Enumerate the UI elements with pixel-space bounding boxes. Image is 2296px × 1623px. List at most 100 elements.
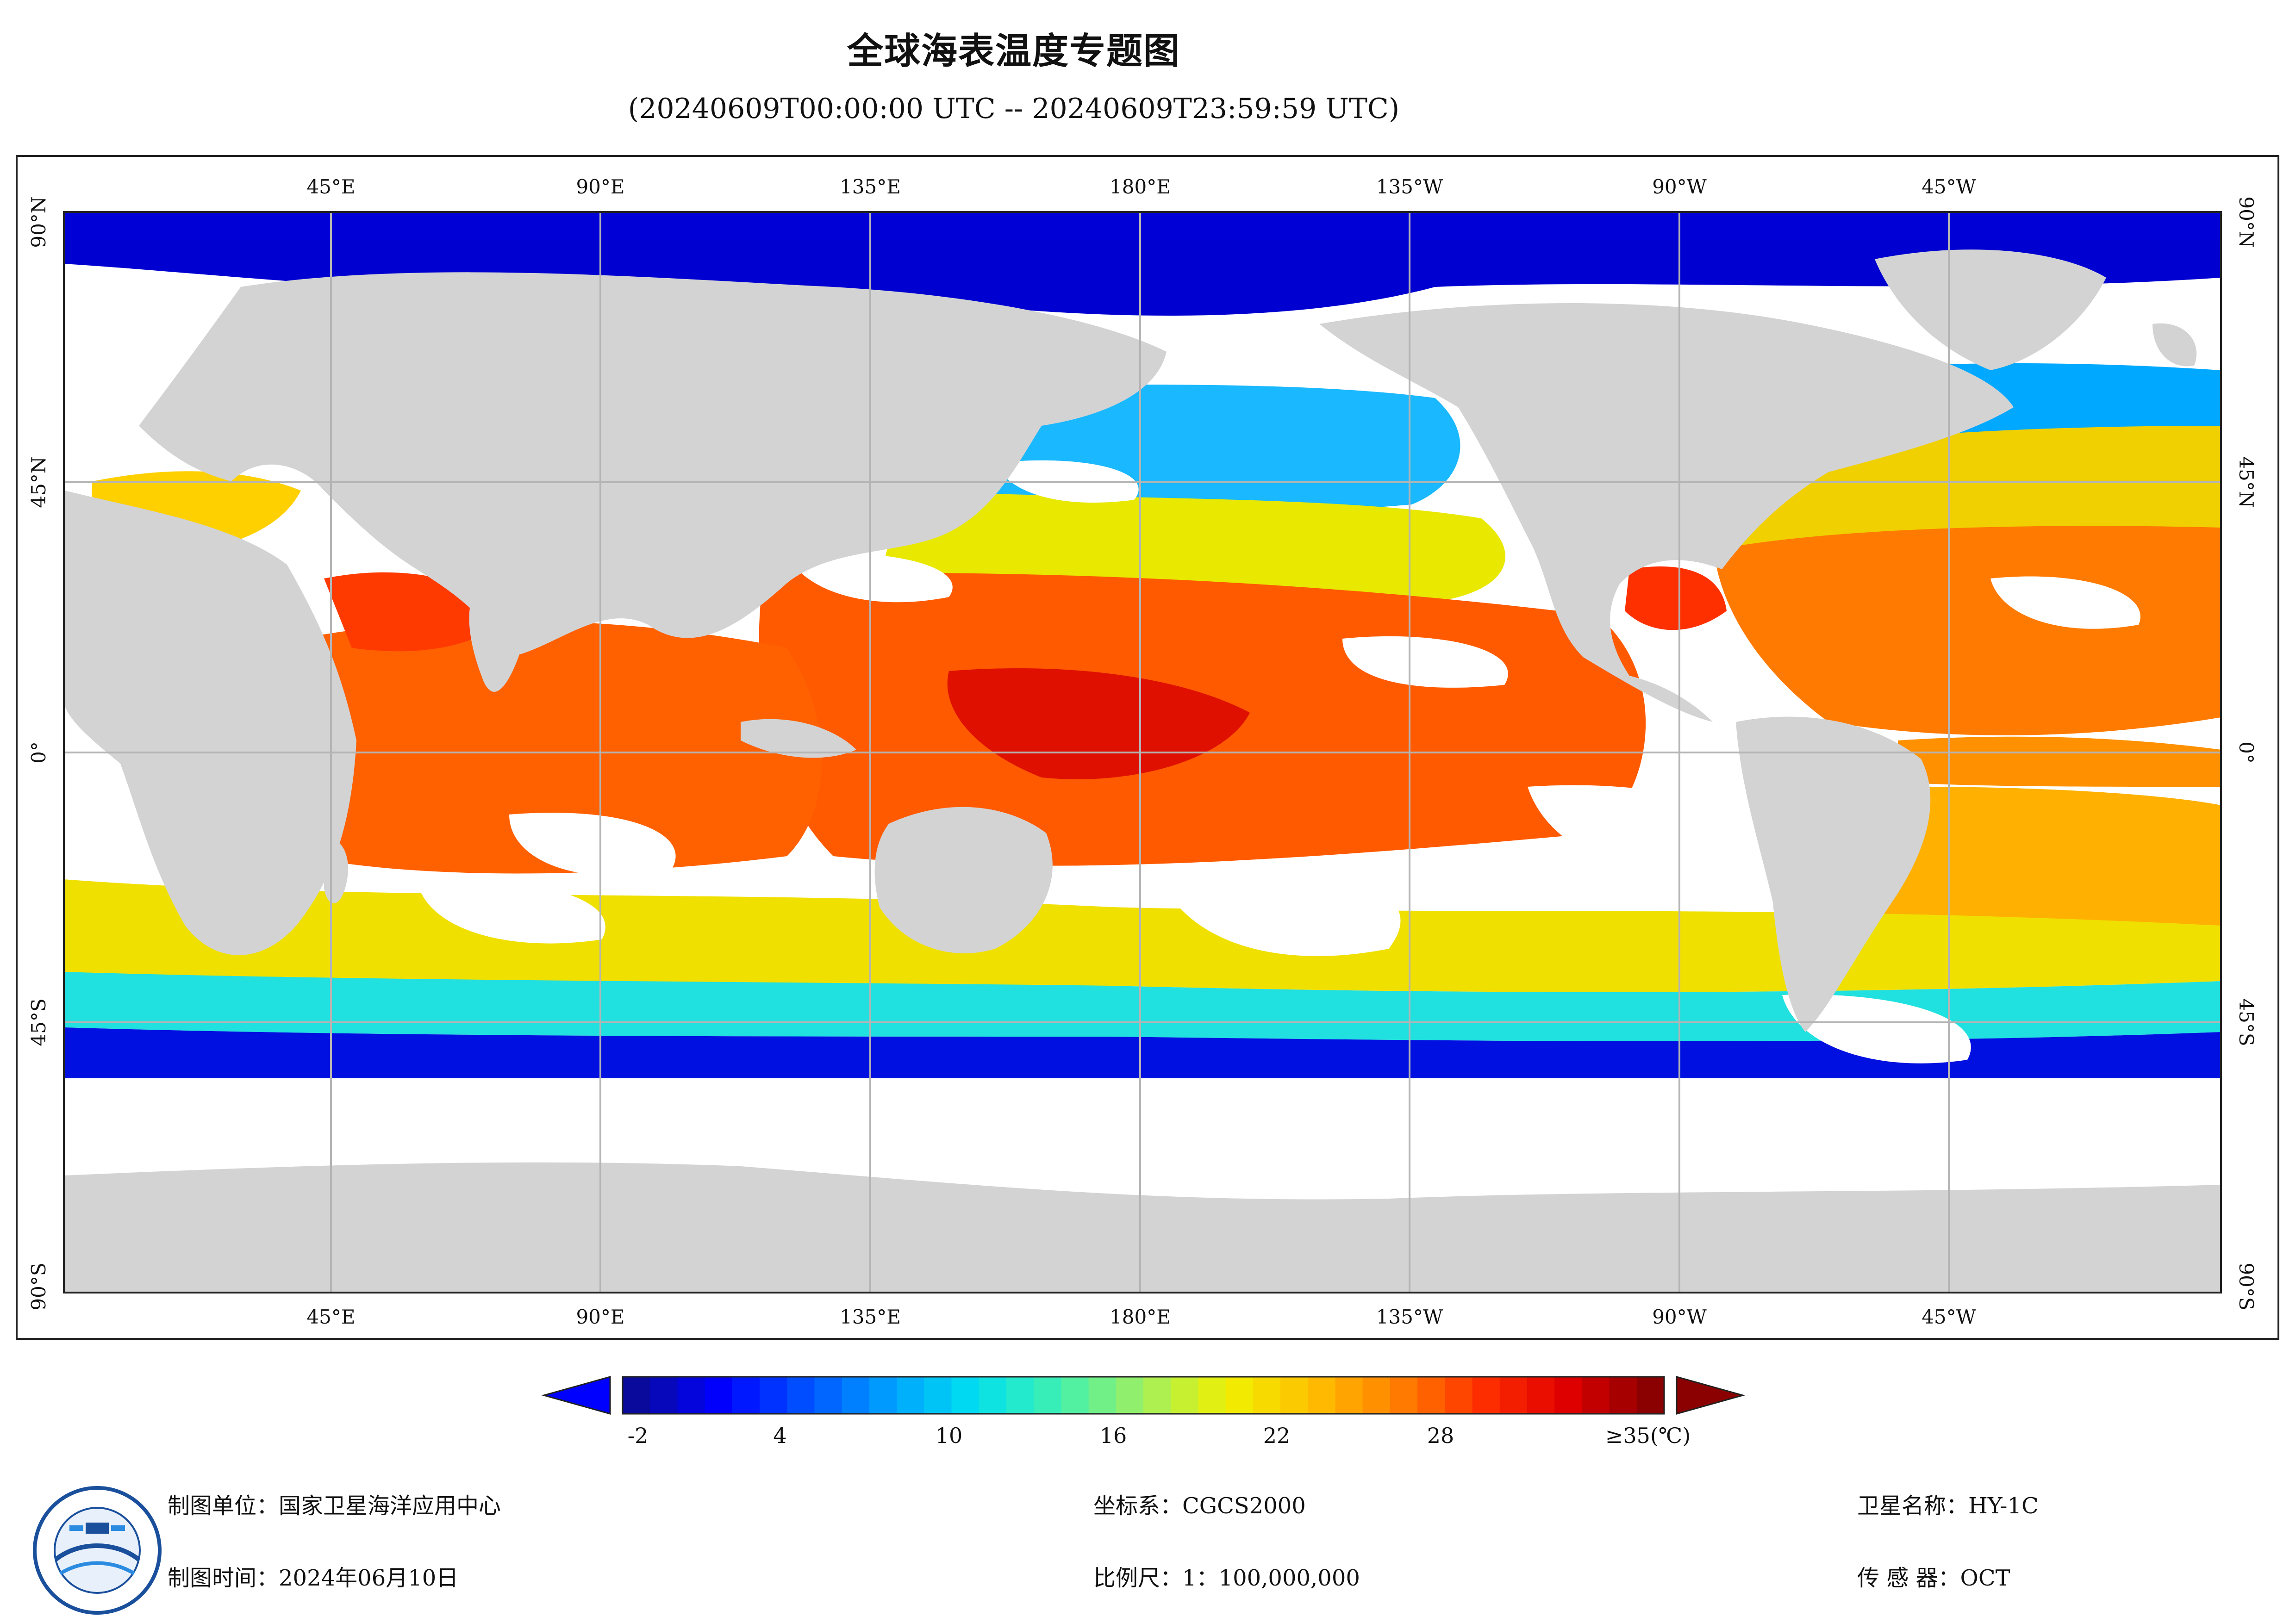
nsoas-logo-icon [33, 1486, 162, 1615]
colorbar-cell [1034, 1377, 1061, 1414]
time-range-subtitle: (20240609T00:00:00 UTC -- 20240609T23:59… [628, 93, 1400, 125]
north-america-land [1319, 303, 2014, 722]
lon-label-top: 135°E [840, 175, 901, 198]
colorbar-cell [1499, 1377, 1528, 1414]
colorbar-cell [1116, 1377, 1144, 1414]
greenland-land [1875, 249, 2106, 370]
lon-label-bottom: 90°E [576, 1306, 624, 1328]
land [64, 249, 2221, 1293]
lon-label-bottom: 45°E [306, 1306, 355, 1328]
colorbar-cell [1198, 1377, 1226, 1414]
map-border [63, 211, 2222, 1293]
bottom-longitude-labels: 45°E 90°E 135°E 180°E 135°W 90°W 45°W [306, 1306, 1976, 1328]
lon-label-bottom: 90°W [1652, 1306, 1707, 1328]
colorbar-cell [623, 1377, 650, 1414]
colorbar-cell [1362, 1377, 1391, 1414]
colorbar-cell [979, 1377, 1007, 1414]
colorbar-cell [1582, 1377, 1610, 1414]
indian-ocean-warm [290, 621, 822, 874]
colorbar-cell [1554, 1377, 1582, 1414]
sensor-name: 传 感 器：OCT [1857, 1565, 2010, 1591]
lat-label-right: 45°N [2235, 456, 2258, 508]
madagascar-land [324, 839, 348, 904]
colorbar-cell [924, 1377, 952, 1414]
equatorial-atlantic [1898, 736, 2221, 787]
colorbar-cell [897, 1377, 924, 1414]
right-latitude-labels: 90°N 45°N 0° 45°S 90°S [2235, 196, 2258, 1310]
map-scale: 比例尺：1：100,000,000 [1093, 1565, 1360, 1591]
colorbar-cell [1061, 1377, 1089, 1414]
warm-pool [947, 668, 1250, 779]
australia-land [874, 807, 1053, 953]
colorbar-tick-label: 22 [1263, 1423, 1291, 1448]
colorbar-max-label: ≥35(℃) [1605, 1423, 1691, 1448]
lat-label-left: 90°N [27, 196, 50, 248]
map-title: 全球海表温度专题图 [847, 31, 1180, 72]
colorbar-tick-label: 4 [773, 1423, 786, 1448]
colorbar-over-arrow [1676, 1376, 1746, 1415]
colorbar-cell [1472, 1377, 1500, 1414]
mapping-unit: 制图单位：国家卫星海洋应用中心 [168, 1493, 501, 1519]
left-latitude-labels: 90°N 45°N 0° 45°S 90°S [27, 196, 50, 1310]
lon-label-bottom: 135°E [840, 1306, 901, 1328]
colorbar-cell [1445, 1377, 1473, 1414]
colorbar-tick-label: 10 [936, 1423, 963, 1448]
north-pacific-mid [880, 491, 1506, 602]
colorbar-cell [1417, 1377, 1445, 1414]
colorbar-cell [1280, 1377, 1308, 1414]
colorbar-cell [1088, 1377, 1117, 1414]
colorbar-cell [869, 1377, 897, 1414]
lon-label-top: 90°E [576, 175, 624, 198]
colorbar-cell [1143, 1377, 1171, 1414]
colorbar-tick-label: 28 [1427, 1423, 1454, 1448]
colorbar-cell [650, 1377, 678, 1414]
coordinate-system: 坐标系：CGCS2000 [1093, 1493, 1306, 1519]
colorbar-cell [787, 1377, 815, 1414]
gulf-of-mexico [1625, 566, 1727, 630]
lat-label-right: 90°S [2235, 1262, 2258, 1310]
colorbar-cell [1308, 1377, 1336, 1414]
lon-label-bottom: 135°W [1376, 1306, 1443, 1328]
lat-label-left: 90°S [27, 1262, 50, 1310]
satellite-name: 卫星名称：HY-1C [1857, 1493, 2039, 1519]
lon-label-top: 135°W [1376, 175, 1443, 198]
graticule [64, 212, 2221, 1293]
colorbar-cell [951, 1377, 980, 1414]
eurasia-land [139, 272, 1167, 657]
map-frame [16, 155, 2279, 1340]
colorbar-cell [1609, 1377, 1637, 1414]
colorbar-cell [1006, 1377, 1034, 1414]
colorbar-under-arrow [541, 1376, 611, 1415]
colorbar-cell [842, 1377, 870, 1414]
lat-label-right: 0° [2235, 741, 2258, 764]
south-america-land [1736, 716, 1931, 1032]
map-body [64, 212, 2221, 1293]
lat-label-right: 90°N [2235, 196, 2258, 248]
colorbar-cells [623, 1377, 1665, 1414]
top-longitude-labels: 45°E 90°E 135°E 180°E 135°W 90°W 45°W [306, 175, 1976, 198]
antarctica-land [64, 1162, 2221, 1293]
southern-cool-band [64, 972, 2221, 1041]
arctic-ice-band [64, 212, 2221, 240]
colorbar-cell [1527, 1377, 1555, 1414]
colorbar-tick-label: -2 [628, 1423, 649, 1448]
colorbar-cell [1171, 1377, 1199, 1414]
lon-label-top: 180°E [1110, 175, 1171, 198]
north-atlantic-warm [1713, 513, 2221, 735]
colorbar-cell [814, 1377, 842, 1414]
lat-label-left: 45°S [27, 998, 50, 1046]
colorbar: -2 4 10 16 22 28 ≥35(℃) [541, 1376, 1746, 1448]
southern-mid-band [64, 879, 2221, 992]
colorbar-cell [1636, 1377, 1665, 1414]
india-land [469, 578, 523, 692]
colorbar-cell [760, 1377, 787, 1414]
colorbar-cell [1390, 1377, 1418, 1414]
colorbar-cell [732, 1377, 760, 1414]
lat-label-left: 0° [27, 741, 50, 764]
lon-label-top: 45°E [306, 175, 355, 198]
lon-label-bottom: 45°W [1922, 1306, 1976, 1328]
colorbar-cell [705, 1377, 733, 1414]
colorbar-cell [1225, 1377, 1254, 1414]
africa-land [64, 491, 356, 955]
